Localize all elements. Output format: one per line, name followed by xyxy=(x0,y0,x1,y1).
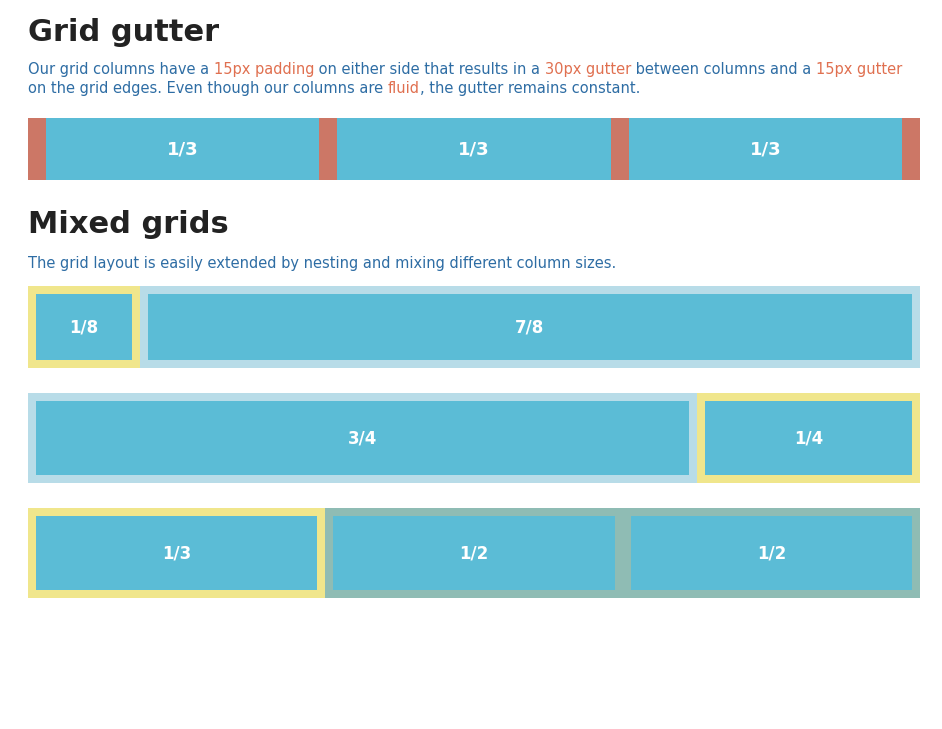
Bar xyxy=(705,401,912,475)
Text: 1/2: 1/2 xyxy=(756,544,786,562)
Bar xyxy=(337,118,610,180)
Bar xyxy=(333,516,615,590)
Text: 1/3: 1/3 xyxy=(167,140,199,158)
Text: 1/4: 1/4 xyxy=(794,429,823,447)
Text: Grid gutter: Grid gutter xyxy=(28,18,219,47)
Text: The grid layout is easily extended by nesting and mixing different column sizes.: The grid layout is easily extended by ne… xyxy=(28,256,616,271)
Text: between columns and a: between columns and a xyxy=(631,62,816,77)
Bar xyxy=(28,286,139,368)
Text: 15px gutter: 15px gutter xyxy=(816,62,902,77)
Text: on the grid edges. Even though our columns are: on the grid edges. Even though our colum… xyxy=(28,81,388,96)
Bar xyxy=(148,294,912,360)
Bar xyxy=(28,118,920,180)
Text: 3/4: 3/4 xyxy=(348,429,377,447)
Bar xyxy=(28,508,325,598)
Text: 30px gutter: 30px gutter xyxy=(544,62,631,77)
Bar xyxy=(325,508,920,598)
Bar xyxy=(630,516,912,590)
Text: 15px padding: 15px padding xyxy=(214,62,315,77)
Text: 7/8: 7/8 xyxy=(515,318,544,336)
Bar xyxy=(697,393,920,483)
Bar xyxy=(36,516,317,590)
Bar xyxy=(139,286,920,368)
Text: 1/2: 1/2 xyxy=(460,544,489,562)
Text: Mixed grids: Mixed grids xyxy=(28,210,229,239)
Text: on either side that results in a: on either side that results in a xyxy=(315,62,544,77)
Text: 1/3: 1/3 xyxy=(162,544,191,562)
Bar xyxy=(28,393,697,483)
Text: fluid: fluid xyxy=(388,81,420,96)
Bar xyxy=(36,294,132,360)
Text: , the gutter remains constant.: , the gutter remains constant. xyxy=(420,81,641,96)
Bar xyxy=(46,118,319,180)
Bar xyxy=(36,401,689,475)
Text: 1/3: 1/3 xyxy=(458,140,490,158)
Text: Our grid columns have a: Our grid columns have a xyxy=(28,62,214,77)
Text: 1/3: 1/3 xyxy=(750,140,781,158)
Bar xyxy=(628,118,902,180)
Text: 1/8: 1/8 xyxy=(69,318,98,336)
